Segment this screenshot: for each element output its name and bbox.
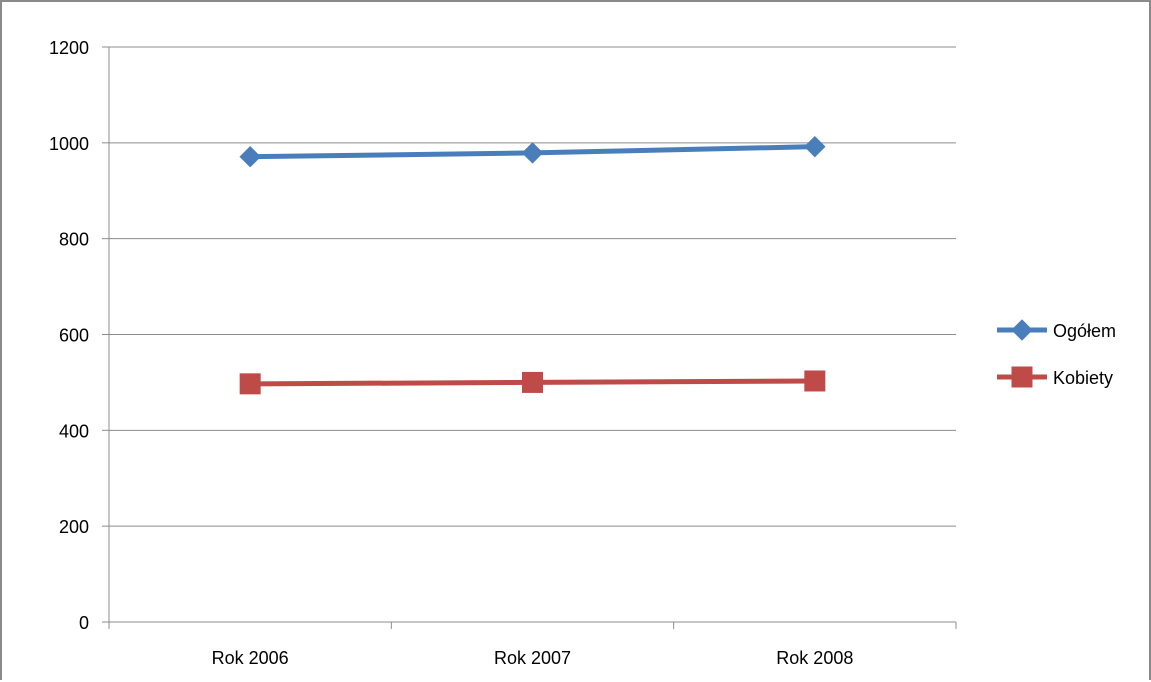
data-point <box>521 142 544 164</box>
y-tick-label: 1200 <box>49 38 89 58</box>
y-tick-label: 800 <box>59 230 89 250</box>
y-tick-label: 1000 <box>49 134 89 154</box>
data-point <box>804 135 826 158</box>
data-point <box>804 370 826 392</box>
series-2 <box>239 370 826 395</box>
data-point <box>522 371 543 393</box>
data-point <box>239 373 261 395</box>
legend-entry: Ogółem <box>997 319 1116 341</box>
legend-entry: Kobiety <box>997 366 1113 388</box>
y-tick-label: 0 <box>79 613 89 633</box>
axes <box>102 46 957 629</box>
legend-label: Ogółem <box>1053 321 1116 341</box>
x-tick-labels: Rok 2006 Rok 2007 Rok 2008 <box>212 648 854 668</box>
legend-marker <box>1011 366 1033 388</box>
y-tick-label: 200 <box>59 517 89 537</box>
data-point <box>239 146 261 168</box>
series-lines <box>239 135 826 395</box>
grid-lines <box>109 46 956 527</box>
x-tick-label: Rok 2007 <box>494 648 571 668</box>
x-tick-label: Rok 2008 <box>776 648 853 668</box>
y-tick-label: 600 <box>59 326 89 346</box>
series-1 <box>239 135 826 168</box>
y-tick-labels: 0 200 400 600 800 1000 1200 <box>49 38 89 633</box>
legend: Ogółem Kobiety <box>997 319 1116 388</box>
legend-label: Kobiety <box>1053 368 1113 388</box>
x-tick-label: Rok 2006 <box>212 648 289 668</box>
legend-marker <box>1011 319 1033 341</box>
y-tick-label: 400 <box>59 421 89 441</box>
